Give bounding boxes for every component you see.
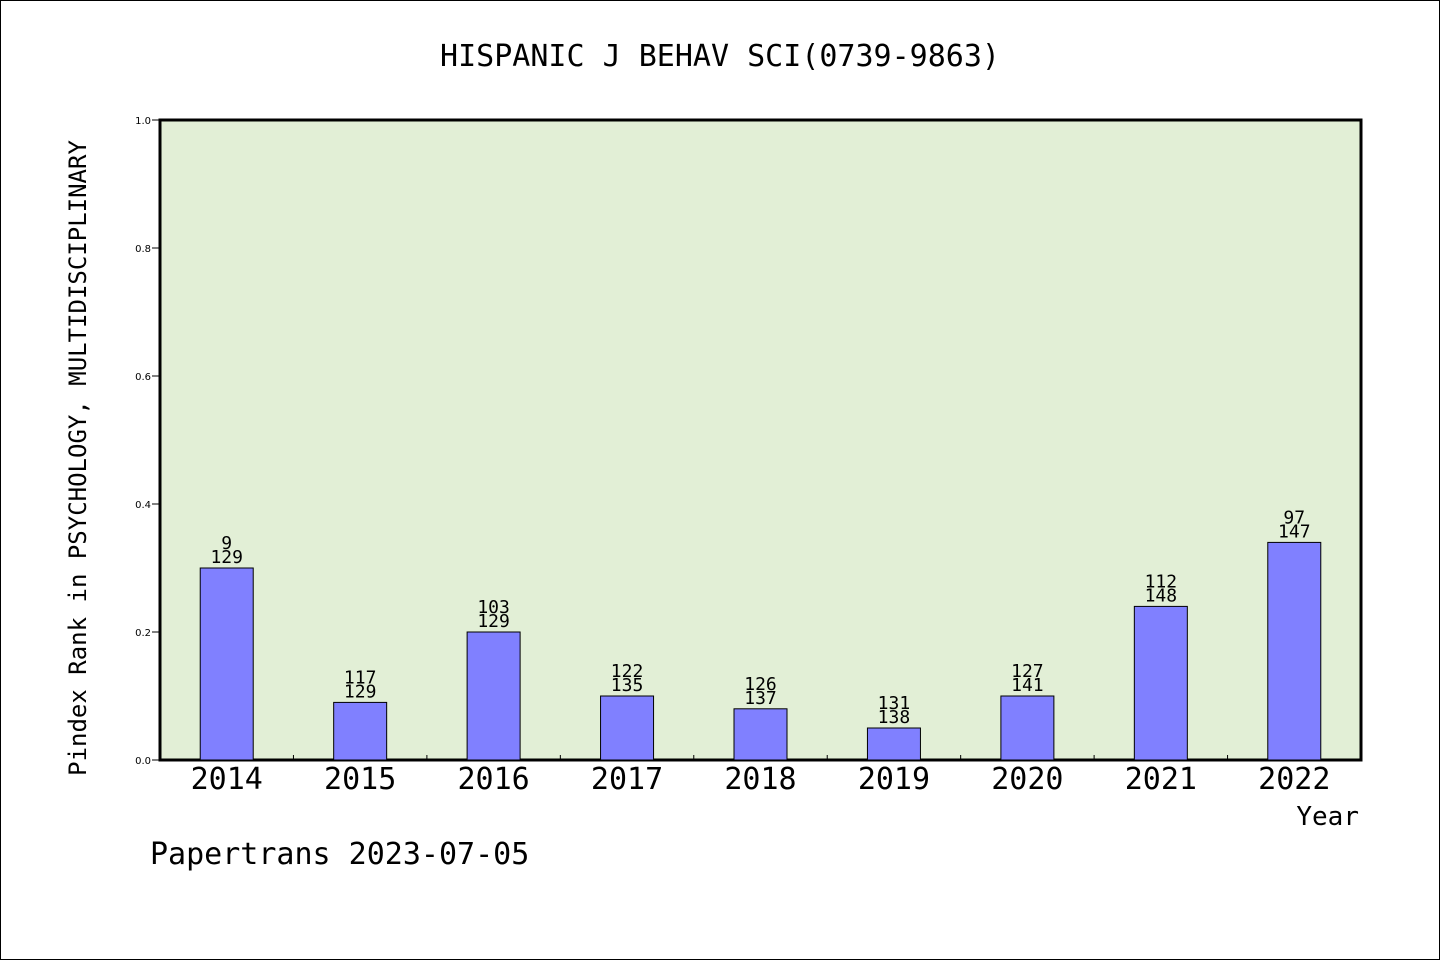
bar-total-label: 138 [878,707,911,728]
bar-rank-label: 112 [1145,571,1178,592]
y-tick-label: 0.4 [135,500,151,511]
y-tick-label: 0.6 [135,372,151,383]
y-tick-label: 0.8 [135,244,151,255]
bar-total-label: 129 [344,681,377,702]
bar-total-label: 141 [1011,675,1044,696]
bar-2016 [466,631,521,761]
x-axis-tick-labels: 2014 2015 2016 2017 2018 2019 2020 2021 2022 [191,762,1331,797]
bar-total-label: 148 [1145,585,1178,606]
bar-rank-label: 122 [611,661,644,682]
bar-rank-label: 103 [477,597,510,618]
x-tick-label: 2017 [591,762,663,797]
x-axis-label: Year [1296,802,1359,832]
bar-rank-label: 126 [744,674,777,695]
bar-2014 [199,567,254,761]
bar-total-label: 135 [611,675,644,696]
x-tick-label: 2020 [991,762,1063,797]
y-axis-ticks: 0.0 0.2 0.4 0.6 0.8 1.0 [135,116,160,767]
bar-2017 [600,695,655,761]
x-tick-label: 2015 [324,762,396,797]
bar-total-label: 129 [210,547,243,568]
y-tick-label: 1.0 [135,116,151,127]
bar-total-label: 147 [1278,521,1311,542]
x-tick-label: 2014 [191,762,263,797]
y-axis-label: Pindex Rank in PSYCHOLOGY, MULTIDISCIPLI… [64,140,92,776]
x-tick-label: 2021 [1125,762,1197,797]
x-tick-label: 2018 [724,762,796,797]
bar-total-label: 137 [744,688,777,709]
x-tick-label: 2016 [457,762,529,797]
bar-2018 [733,708,788,761]
footer-text: Papertrans 2023-07-05 [150,837,529,872]
x-tick-label: 2022 [1258,762,1330,797]
bar-rank-label: 127 [1011,661,1044,682]
bar-2021 [1133,605,1188,761]
bar-rank-label: 131 [878,693,911,714]
y-tick-label: 0.2 [135,628,151,639]
bar-rank-label: 9 [221,533,232,554]
x-axis-ticks [292,755,1229,760]
bar-2022 [1267,541,1322,761]
bar-2019 [866,727,921,761]
bar-rank-label: 117 [344,667,377,688]
bar-2015 [333,701,388,761]
bar-rank-label: 97 [1283,507,1305,528]
y-tick-label: 0.0 [135,756,151,767]
bars [199,541,1322,761]
bar-total-label: 129 [477,611,510,632]
chart-title: HISPANIC J BEHAV SCI(0739-9863) [440,39,1000,74]
x-tick-label: 2019 [858,762,930,797]
bar-2020 [1000,695,1055,761]
